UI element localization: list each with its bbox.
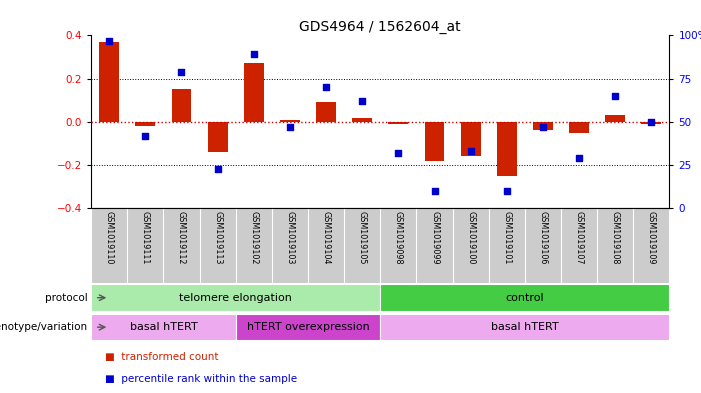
Bar: [172, 89, 191, 122]
Text: hTERT overexpression: hTERT overexpression: [247, 322, 369, 332]
Bar: [236, 314, 381, 340]
Bar: [91, 314, 236, 340]
Text: control: control: [505, 293, 544, 303]
Point: [285, 124, 296, 130]
Text: genotype/variation: genotype/variation: [0, 322, 88, 332]
Text: GSM1019099: GSM1019099: [430, 211, 439, 264]
Text: GSM1019110: GSM1019110: [104, 211, 114, 264]
Point: [646, 119, 657, 125]
Point: [357, 98, 368, 104]
Point: [610, 93, 621, 99]
Text: GSM1019107: GSM1019107: [575, 211, 584, 264]
Bar: [569, 122, 589, 132]
Bar: [533, 122, 553, 130]
Text: ■  transformed count: ■ transformed count: [105, 352, 219, 362]
Text: GSM1019109: GSM1019109: [647, 211, 656, 264]
Point: [139, 132, 151, 139]
Bar: [91, 285, 380, 311]
Text: GSM1019108: GSM1019108: [611, 211, 620, 264]
Text: GSM1019105: GSM1019105: [358, 211, 367, 264]
Text: GSM1019106: GSM1019106: [538, 211, 547, 264]
Text: telomere elongation: telomere elongation: [179, 293, 292, 303]
Point: [212, 165, 223, 172]
Bar: [380, 285, 669, 311]
Point: [538, 124, 549, 130]
Bar: [280, 119, 300, 122]
Bar: [605, 115, 625, 122]
Bar: [316, 102, 336, 122]
Point: [465, 148, 476, 154]
Text: GSM1019101: GSM1019101: [503, 211, 511, 264]
Point: [393, 150, 404, 156]
Bar: [380, 314, 669, 340]
Point: [320, 84, 332, 90]
Bar: [388, 122, 408, 124]
Bar: [641, 122, 661, 124]
Text: GSM1019112: GSM1019112: [177, 211, 186, 264]
Text: GSM1019100: GSM1019100: [466, 211, 475, 264]
Point: [501, 188, 512, 194]
Text: GSM1019113: GSM1019113: [213, 211, 222, 264]
Text: basal hTERT: basal hTERT: [491, 322, 559, 332]
Text: GSM1019104: GSM1019104: [322, 211, 331, 264]
Point: [104, 37, 115, 44]
Text: basal hTERT: basal hTERT: [130, 322, 197, 332]
Text: GSM1019098: GSM1019098: [394, 211, 403, 264]
Point: [248, 51, 259, 57]
Bar: [461, 122, 481, 156]
Text: GSM1019103: GSM1019103: [285, 211, 294, 264]
Bar: [244, 63, 264, 122]
Text: GSM1019102: GSM1019102: [250, 211, 258, 264]
Bar: [425, 122, 444, 161]
Point: [573, 155, 585, 161]
Bar: [207, 122, 228, 152]
Point: [176, 68, 187, 75]
Title: GDS4964 / 1562604_at: GDS4964 / 1562604_at: [299, 20, 461, 34]
Bar: [100, 42, 119, 122]
Text: protocol: protocol: [45, 293, 88, 303]
Point: [429, 188, 440, 194]
Text: GSM1019111: GSM1019111: [141, 211, 150, 264]
Bar: [353, 118, 372, 122]
Bar: [497, 122, 517, 176]
Text: ■  percentile rank within the sample: ■ percentile rank within the sample: [105, 374, 297, 384]
Bar: [135, 122, 156, 126]
